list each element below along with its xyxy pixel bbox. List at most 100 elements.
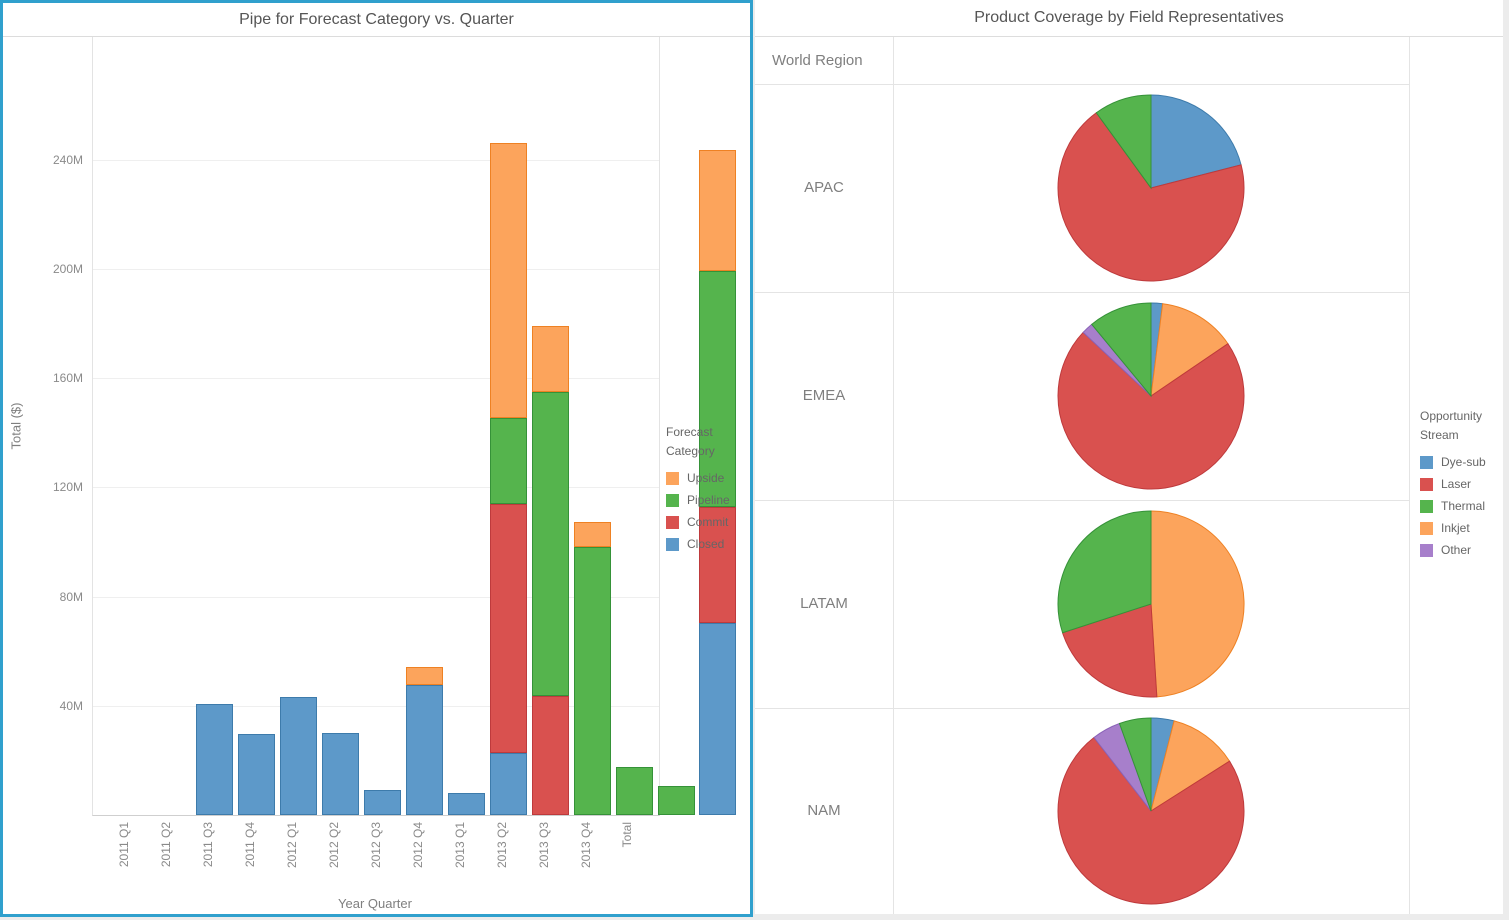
legend-item-other[interactable]: Other <box>1420 539 1500 561</box>
bar-segment-pipeline[interactable] <box>658 786 695 815</box>
gridline-240M <box>93 159 659 161</box>
bar-segment-upside[interactable] <box>699 149 736 271</box>
bar-segment-closed[interactable] <box>322 732 359 815</box>
bar-chart-title: Pipe for Forecast Category vs. Quarter <box>3 3 750 37</box>
x-category-label[interactable]: 2011 Q2 <box>159 822 173 868</box>
pie-slice-inkjet[interactable] <box>1150 720 1231 813</box>
legend-item-label: Inkjet <box>1441 521 1470 535</box>
bar-segment-pipeline[interactable] <box>616 766 653 815</box>
bar-segment-pipeline[interactable] <box>532 392 569 696</box>
bar-segment-closed[interactable] <box>406 684 443 815</box>
legend-item-closed[interactable]: Closed <box>666 533 751 555</box>
legend-item-upside[interactable]: Upside <box>666 467 751 489</box>
gridline-80M <box>93 596 659 598</box>
legend-item-laser[interactable]: Laser <box>1420 473 1500 495</box>
pie-chart-latam <box>1057 510 1245 698</box>
bar-segment-closed[interactable] <box>699 622 736 815</box>
pie-slice-thermal[interactable] <box>1118 717 1152 812</box>
bar-segment-pipeline[interactable] <box>699 270 736 508</box>
legend-item-inkjet[interactable]: Inkjet <box>1420 517 1500 539</box>
bar-segment-commit[interactable] <box>490 504 527 753</box>
region-label-emea[interactable]: EMEA <box>802 387 846 404</box>
x-category-label[interactable]: 2011 Q4 <box>243 822 257 868</box>
pie-chart-nam <box>1057 717 1245 905</box>
legend-item-label: Thermal <box>1441 499 1486 513</box>
bar-segment-closed[interactable] <box>238 734 275 815</box>
region-label-latam[interactable]: LATAM <box>800 595 848 612</box>
x-category-label[interactable]: 2013 Q1 <box>453 822 467 869</box>
legend-item-label: Commit <box>687 515 729 529</box>
bar-segment-closed[interactable] <box>364 789 401 815</box>
region-label-nam[interactable]: NAM <box>807 802 841 819</box>
table-row-divider <box>755 292 1409 293</box>
gridline-120M <box>93 487 659 489</box>
legend-item-label: Dye-sub <box>1441 455 1486 469</box>
table-row-divider <box>755 708 1409 709</box>
pie-slice-thermal[interactable] <box>1091 302 1152 398</box>
pie-slice-inkjet[interactable] <box>1150 303 1229 398</box>
pie-slice-laser[interactable] <box>1061 603 1158 698</box>
bar-segment-upside[interactable] <box>532 326 569 393</box>
x-category-label[interactable]: Total <box>620 822 634 848</box>
x-category-label[interactable]: 2013 Q3 <box>537 822 551 869</box>
legend-item-dye-sub[interactable]: Dye-sub <box>1420 451 1500 473</box>
gridline-200M <box>93 269 659 271</box>
pie-chart-worksheet: Product Coverage by Field Representative… <box>755 0 1503 914</box>
bar-segment-closed[interactable] <box>280 696 317 815</box>
legend-item-pipeline[interactable]: Pipeline <box>666 489 751 511</box>
pie-chart-title: Product Coverage by Field Representative… <box>755 0 1503 37</box>
legend-swatch-icon <box>1420 521 1433 535</box>
legend-item-label: Upside <box>687 471 725 485</box>
x-category-label[interactable]: 2012 Q3 <box>369 822 383 869</box>
bar-chart-plot-area <box>92 37 736 816</box>
table-right-divider <box>1409 37 1410 914</box>
y-tick-label: 200M <box>52 262 83 277</box>
opportunity-stream-legend-title: Opportunity Stream <box>1420 409 1483 442</box>
pie-slice-thermal[interactable] <box>1095 94 1152 190</box>
bar-segment-upside[interactable] <box>574 522 611 548</box>
x-category-label[interactable]: 2013 Q2 <box>495 822 509 869</box>
pie-slice-laser[interactable] <box>1057 112 1245 282</box>
bar-segment-commit[interactable] <box>699 507 736 623</box>
bar-segment-commit[interactable] <box>532 695 569 815</box>
legend-swatch-icon <box>1420 455 1433 469</box>
gridline-160M <box>93 378 659 380</box>
y-axis-title: Total ($) <box>8 402 24 450</box>
legend-swatch-icon <box>1420 477 1433 491</box>
x-category-label[interactable]: 2012 Q2 <box>327 822 341 869</box>
gridline-40M <box>93 705 659 707</box>
pie-chart-apac <box>1057 94 1245 282</box>
legend-item-label: Laser <box>1441 477 1472 491</box>
legend-item-label: Closed <box>687 537 725 551</box>
legend-swatch-icon <box>1420 499 1433 513</box>
y-tick-label: 120M <box>52 480 83 495</box>
pie-slice-laser[interactable] <box>1057 331 1245 490</box>
region-label-apac[interactable]: APAC <box>804 179 844 196</box>
legend-item-thermal[interactable]: Thermal <box>1420 495 1500 517</box>
bar-segment-upside[interactable] <box>406 666 443 685</box>
bar-segment-pipeline[interactable] <box>574 547 611 815</box>
bar-segment-closed[interactable] <box>490 752 527 815</box>
bar-chart-worksheet: Pipe for Forecast Category vs. Quarter 4… <box>0 0 753 917</box>
table-column-divider <box>893 37 894 914</box>
forecast-category-legend: Forecast Category Upside Pipeline Commit Cl… <box>666 423 751 555</box>
pie-slice-laser[interactable] <box>1057 736 1245 905</box>
x-category-label[interactable]: 2011 Q3 <box>201 822 215 868</box>
bar-segment-closed[interactable] <box>448 792 485 815</box>
y-tick-label: 80M <box>59 589 83 604</box>
x-category-label[interactable]: 2012 Q4 <box>411 822 425 869</box>
bar-segment-pipeline[interactable] <box>490 418 527 505</box>
x-category-label[interactable]: 2011 Q1 <box>117 822 131 868</box>
pie-chart-emea <box>1057 302 1245 490</box>
pie-slice-dye-sub[interactable] <box>1150 94 1242 189</box>
bar-segment-upside[interactable] <box>490 142 527 419</box>
pie-slice-thermal[interactable] <box>1057 510 1152 634</box>
legend-item-commit[interactable]: Commit <box>666 511 751 533</box>
table-row-divider <box>755 84 1409 85</box>
pie-slice-inkjet[interactable] <box>1150 510 1245 698</box>
legend-item-label: Pipeline <box>687 493 730 507</box>
y-tick-label: 40M <box>59 698 83 713</box>
bar-segment-closed[interactable] <box>196 703 233 815</box>
x-category-label[interactable]: 2013 Q4 <box>579 822 593 869</box>
x-category-label[interactable]: 2012 Q1 <box>285 822 299 869</box>
